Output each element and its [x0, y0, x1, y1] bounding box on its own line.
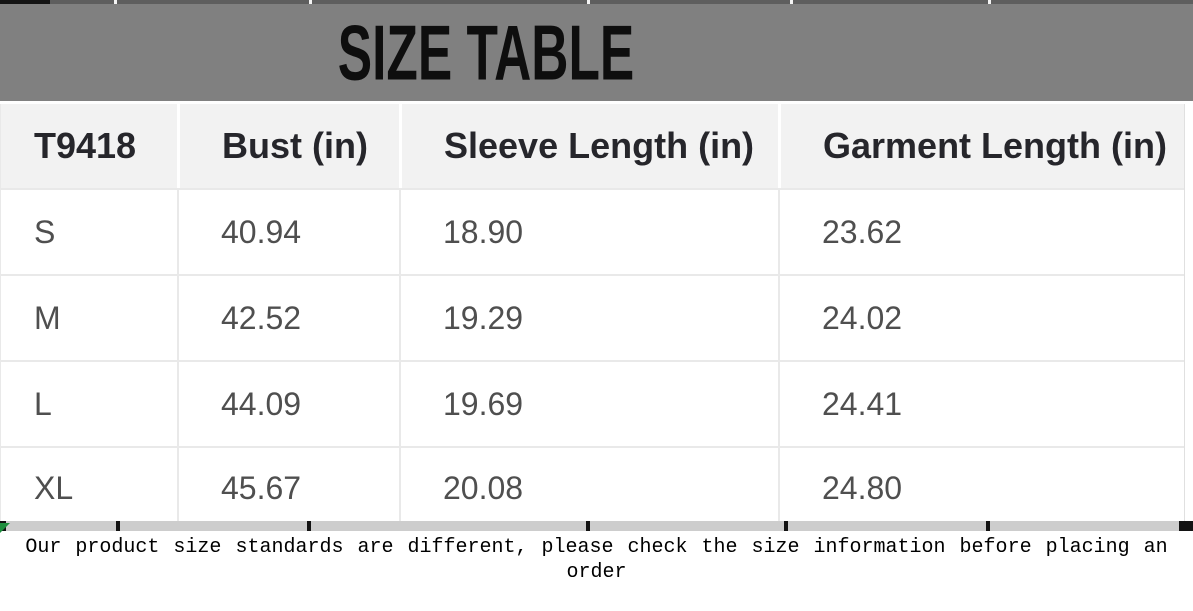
- divider-tick: [988, 0, 991, 4]
- note-line-1: Our product size standards are different…: [25, 536, 1168, 559]
- size-label-cell: XL: [34, 470, 74, 506]
- size-table-header-row: T9418 Bust (in) Sleeve Length (in) Garme…: [1, 104, 1184, 188]
- header-cell-sleeve-length: Sleeve Length (in): [399, 104, 778, 188]
- green-corner-marker: [0, 523, 10, 533]
- sleeve-value-cell: 20.08: [399, 448, 778, 529]
- bust-value-cell: 42.52: [177, 276, 399, 360]
- header-cell-garment-length: Garment Length (in): [778, 104, 1184, 188]
- note-line-2: order: [566, 561, 627, 584]
- header-cell-model-code: T9418: [34, 125, 137, 166]
- garment-value-cell: 23.62: [778, 190, 1184, 274]
- size-table: T9418 Bust (in) Sleeve Length (in) Garme…: [0, 104, 1185, 529]
- divider-tick: [586, 521, 590, 531]
- table-row-size-l: L 44.09 19.69 24.41: [1, 360, 1184, 446]
- divider-tick: [116, 521, 120, 531]
- divider-tick: [587, 0, 590, 4]
- table-row-size-xl: XL 45.67 20.08 24.80: [1, 446, 1184, 529]
- page-title-text: SIZE TABLE: [337, 8, 635, 97]
- garment-value-cell: 24.02: [778, 276, 1184, 360]
- table-row-size-m: M 42.52 19.29 24.02: [1, 274, 1184, 360]
- bust-value-cell: 45.67: [177, 448, 399, 529]
- header-cell-bust: Bust (in): [177, 104, 399, 188]
- strip-segment-right: [1179, 521, 1193, 531]
- size-label-cell: S: [34, 213, 56, 250]
- sleeve-value-cell: 19.69: [399, 362, 778, 446]
- divider-tick: [309, 0, 312, 4]
- top-border-strip: [0, 0, 1193, 4]
- garment-value-cell: 24.41: [778, 362, 1184, 446]
- size-label-cell: M: [34, 299, 61, 336]
- divider-tick: [790, 0, 793, 4]
- divider-tick: [784, 521, 788, 531]
- size-disclaimer-note: Our product size standards are different…: [0, 535, 1193, 585]
- divider-tick: [986, 521, 990, 531]
- divider-tick: [307, 521, 311, 531]
- bust-value-cell: 44.09: [177, 362, 399, 446]
- bottom-border-strip: [0, 521, 1193, 531]
- bust-value-cell: 40.94: [177, 190, 399, 274]
- garment-value-cell: 24.80: [778, 448, 1184, 529]
- sleeve-value-cell: 18.90: [399, 190, 778, 274]
- sleeve-value-cell: 19.29: [399, 276, 778, 360]
- page-title: SIZE TABLE: [261, 8, 710, 99]
- size-label-cell: L: [34, 385, 52, 422]
- top-strip-segment: [0, 0, 50, 4]
- table-row-size-s: S 40.94 18.90 23.62: [1, 188, 1184, 274]
- title-banner: SIZE TABLE: [0, 4, 1193, 101]
- divider-tick: [114, 0, 117, 4]
